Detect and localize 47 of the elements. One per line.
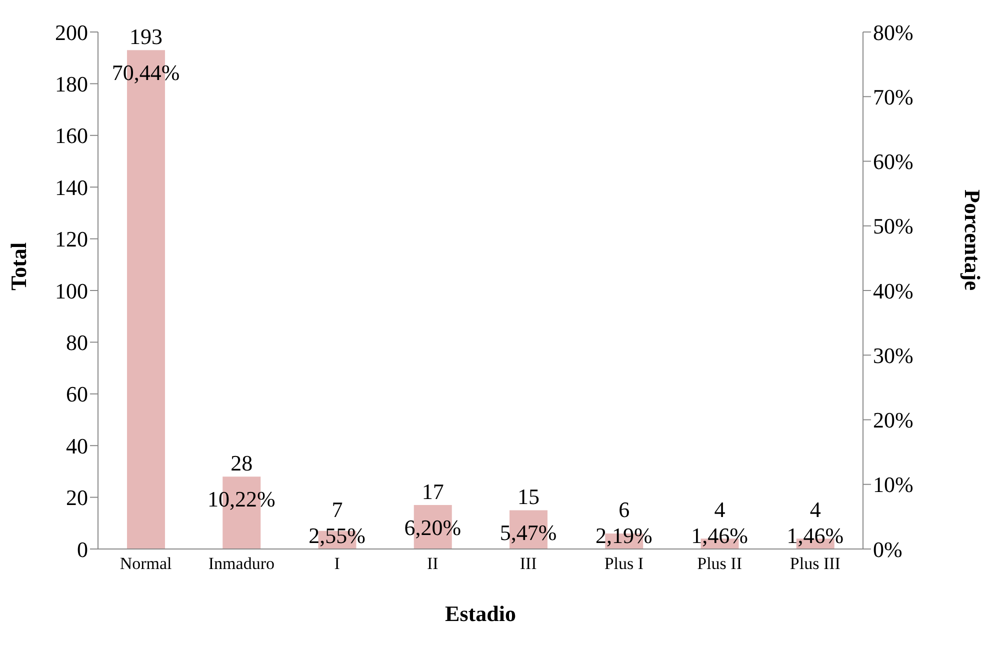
annotation: 1,46% bbox=[691, 523, 748, 548]
y-tick-label: 140 bbox=[55, 174, 88, 200]
annotation: 6,20% bbox=[404, 515, 462, 540]
y2-axis-title: Porcentaje bbox=[960, 190, 986, 291]
data-label: 17 bbox=[422, 479, 444, 504]
y2-tick-label: 0% bbox=[873, 536, 902, 562]
x-tick-label: I bbox=[334, 554, 340, 574]
y-tick-label: 80 bbox=[66, 330, 88, 356]
data-label: 6 bbox=[618, 497, 630, 522]
x-tick-label: Inmaduro bbox=[208, 554, 274, 574]
x-tick-label: Plus I bbox=[604, 554, 644, 574]
y2-tick-label: 80% bbox=[873, 20, 914, 45]
annotation: 2,55% bbox=[308, 523, 366, 548]
x-tick-label: Plus II bbox=[697, 554, 742, 574]
data-label: 4 bbox=[714, 497, 726, 522]
y-tick-label: 160 bbox=[55, 123, 88, 148]
annotation: 10,22% bbox=[208, 486, 276, 512]
y2-tick-label: 10% bbox=[873, 472, 914, 498]
data-label: 15 bbox=[518, 484, 540, 510]
x-tick-label: Normal bbox=[120, 554, 172, 574]
y2-tick-label: 30% bbox=[873, 342, 914, 368]
y-tick-label: 120 bbox=[55, 226, 88, 252]
annotation: 70,44% bbox=[112, 60, 180, 86]
y-tick-label: 0 bbox=[77, 536, 88, 562]
y2-tick-label: 70% bbox=[873, 84, 914, 110]
x-tick-label: II bbox=[427, 554, 439, 574]
y-tick-label: 20 bbox=[66, 485, 88, 510]
annotation: 2,19% bbox=[596, 523, 652, 548]
x-tick-label: III bbox=[520, 554, 538, 574]
annotation: 5,47% bbox=[500, 520, 557, 546]
x-tick-label: Plus III bbox=[790, 554, 841, 574]
y-tick-label: 100 bbox=[55, 278, 88, 304]
data-label: 7 bbox=[332, 497, 343, 522]
y-tick-label: 40 bbox=[66, 433, 88, 458]
x-axis-title: Estadio bbox=[445, 601, 516, 626]
y2-tick-label: 40% bbox=[873, 278, 914, 304]
y-tick-label: 180 bbox=[55, 72, 88, 97]
y-axis-title: Total bbox=[6, 242, 31, 290]
data-label: 4 bbox=[810, 497, 821, 522]
data-label: 28 bbox=[230, 450, 253, 476]
y2-tick-label: 50% bbox=[873, 214, 914, 239]
y2-tick-label: 60% bbox=[873, 149, 914, 174]
y2-tick-label: 20% bbox=[873, 408, 914, 433]
y-tick-label: 60 bbox=[66, 382, 88, 407]
y-tick-label: 200 bbox=[55, 20, 88, 45]
annotation: 1,46% bbox=[786, 523, 844, 548]
data-label: 193 bbox=[130, 24, 162, 50]
